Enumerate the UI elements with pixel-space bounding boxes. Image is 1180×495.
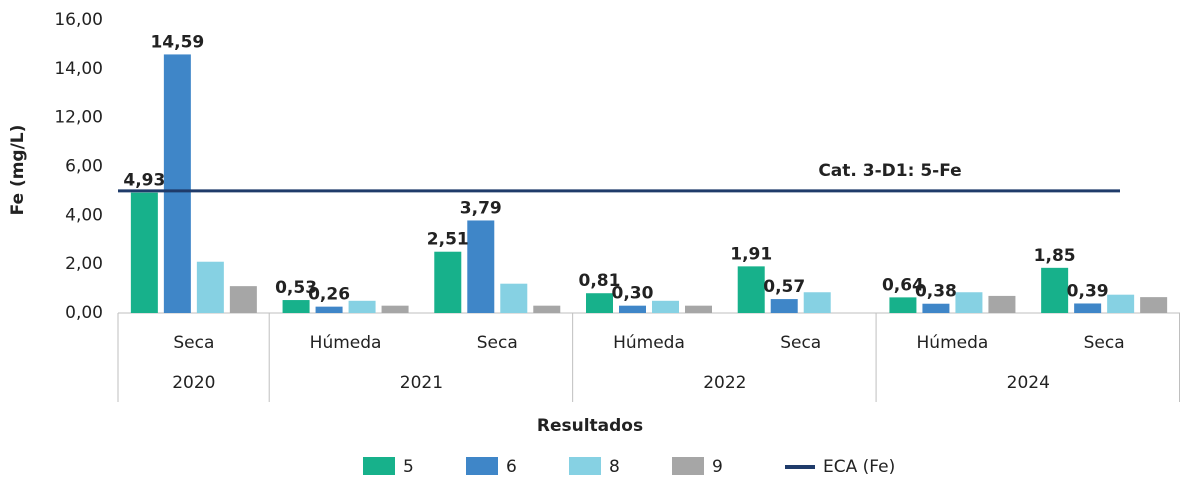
bar [955, 292, 983, 313]
legend-swatch [363, 457, 395, 475]
bar [434, 251, 462, 313]
data-label: 1,85 [1034, 246, 1076, 266]
x-tick-label: Húmeda [613, 333, 685, 353]
bar [130, 192, 158, 313]
data-label: 0,26 [308, 285, 350, 305]
y-tick-label: 4,00 [65, 205, 103, 225]
y-tick-label: 12,00 [54, 108, 103, 128]
bar [315, 306, 343, 313]
data-label: 0,57 [763, 277, 805, 297]
x-tick-label: Seca [1084, 333, 1125, 353]
bar [1107, 294, 1135, 313]
legend-label: 5 [403, 457, 414, 477]
x-axis-title: Resultados [537, 416, 643, 436]
bar [229, 286, 257, 313]
bar [282, 300, 310, 313]
data-label: 0,64 [882, 275, 924, 295]
x-tick-label: Seca [477, 333, 518, 353]
data-label: 2,51 [427, 230, 469, 250]
legend-label: 9 [712, 457, 723, 477]
legend-label: 8 [609, 457, 620, 477]
legend-swatch [466, 457, 498, 475]
bar [533, 305, 561, 313]
legend-swatch [672, 457, 704, 475]
x-tick-label: Húmeda [917, 333, 989, 353]
bar [163, 54, 191, 314]
bar [652, 300, 679, 313]
bar [988, 295, 1016, 313]
y-tick-label: 14,00 [54, 59, 103, 79]
bar [1074, 303, 1102, 313]
bar [467, 220, 495, 313]
bar [922, 303, 950, 313]
data-label: 0,38 [915, 282, 957, 302]
y-tick-label: 2,00 [65, 254, 103, 274]
data-label: 14,59 [150, 32, 204, 52]
group-label: 2022 [703, 373, 746, 393]
bar [1140, 297, 1168, 313]
bar [685, 305, 712, 313]
legend-label: ECA (Fe) [823, 457, 895, 477]
data-label: 1,91 [730, 244, 772, 264]
bar [737, 266, 765, 313]
bar [1041, 267, 1069, 313]
legend-label: 6 [506, 457, 517, 477]
reference-label: Cat. 3-D1: 5-Fe [818, 161, 961, 181]
x-tick-label: Húmeda [310, 333, 382, 353]
bar [770, 299, 798, 313]
y-tick-label: 16,00 [54, 10, 103, 30]
group-label: 2024 [1007, 373, 1050, 393]
group-label: 2020 [172, 373, 215, 393]
bar [381, 305, 409, 313]
data-label: 0,30 [612, 284, 654, 304]
y-tick-label: 6,00 [65, 157, 103, 177]
bar [500, 283, 528, 313]
data-label: 0,39 [1067, 281, 1109, 301]
data-label: 0,81 [579, 271, 621, 291]
legend-swatch [569, 457, 601, 475]
x-tick-label: Seca [173, 333, 214, 353]
x-tick-label: Seca [780, 333, 821, 353]
data-label: 4,93 [123, 171, 165, 191]
group-label: 2021 [400, 373, 443, 393]
bar [889, 297, 917, 313]
bar [196, 261, 224, 313]
data-label: 0,53 [275, 278, 317, 298]
y-axis-title: Fe (mg/L) [8, 125, 28, 216]
bar [586, 293, 613, 313]
data-label: 3,79 [460, 198, 502, 218]
bar [619, 305, 646, 313]
y-tick-label: 0,00 [65, 303, 103, 323]
bar [348, 300, 376, 313]
bar [803, 292, 831, 313]
